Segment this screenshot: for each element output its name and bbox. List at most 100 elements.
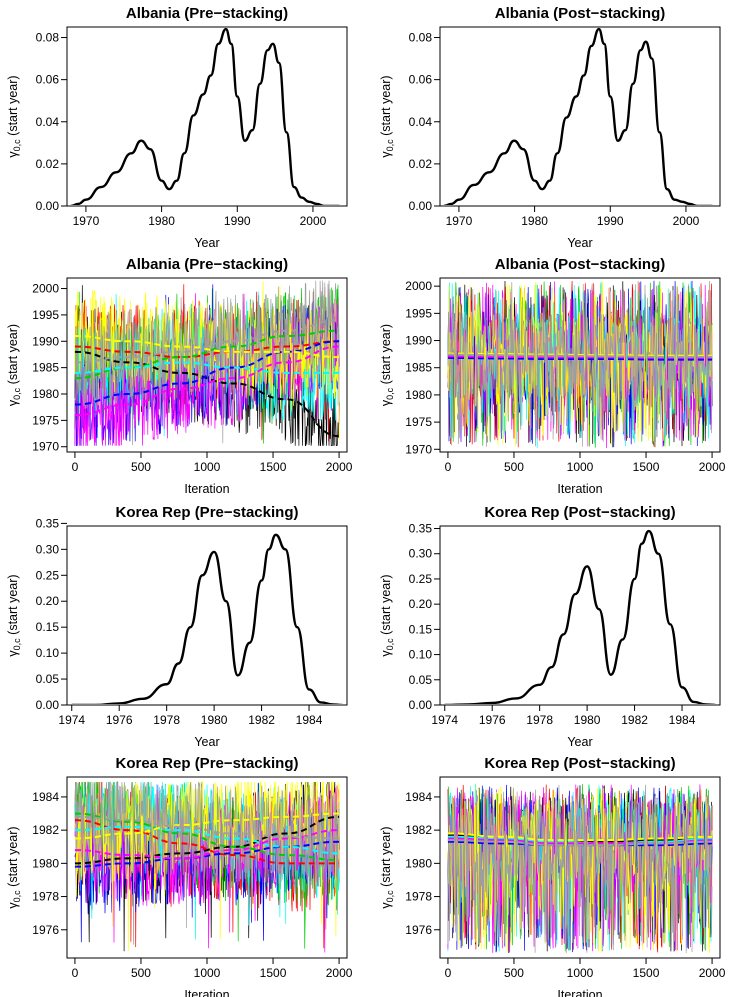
x-tick-label: 1982 <box>621 713 648 727</box>
panel-4: Albania (Post−stacking) 0 500 1000 1500 2000 1… <box>379 256 726 496</box>
x-tick-label: 1970 <box>446 214 473 228</box>
x-tick-label: 1978 <box>153 713 180 727</box>
y-tick-label: 0.20 <box>36 594 60 608</box>
y-tick-label: 0.04 <box>409 115 433 129</box>
x-tick-label: 1500 <box>260 966 287 980</box>
panel-2: Albania (Post−stacking) 1970 1980 1990 2000 0… <box>379 5 721 250</box>
x-tick-label: 1000 <box>567 966 594 980</box>
y-tick-label: 1975 <box>32 413 59 427</box>
plot-area <box>443 28 713 205</box>
y-tick-label: 0.25 <box>36 568 60 582</box>
x-tick-label: 1974 <box>431 713 458 727</box>
x-tick-label: 1000 <box>567 460 594 474</box>
x-tick-label: 500 <box>504 460 524 474</box>
density-line <box>444 529 716 704</box>
trace-series-8 <box>447 784 713 954</box>
panel-3: Albania (Pre−stacking) 0 500 1000 1500 2000 19… <box>6 256 353 496</box>
y-label-symbol: γ <box>379 902 393 909</box>
x-tick-label: 1500 <box>633 460 660 474</box>
y-tick-label: 1990 <box>32 334 59 348</box>
mean-line-4 <box>74 840 340 868</box>
density-line <box>443 28 713 205</box>
y-tick-label: 1976 <box>405 923 432 937</box>
x-axis-label: Year <box>567 735 592 749</box>
y-axis-label: γ0,c (start year) <box>379 324 395 406</box>
chart-title: Albania (Pre−stacking) <box>126 5 288 22</box>
y-label-symbol: γ <box>379 399 393 406</box>
panel-6: Korea Rep (Post−stacking) 1974 1976 1978 198… <box>379 504 721 749</box>
y-label-text: (start year) <box>6 826 20 890</box>
x-tick-label: 0 <box>445 460 452 474</box>
mean-line-2 <box>74 340 340 359</box>
y-label-symbol: γ <box>6 399 20 406</box>
x-tick-label: 1500 <box>260 460 287 474</box>
x-axis-label: Iteration <box>184 988 229 997</box>
mean-line-7 <box>74 812 340 840</box>
y-tick-label: 0.00 <box>36 698 60 712</box>
panel-7: Korea Rep (Pre−stacking) 0 500 1000 1500 2000… <box>6 755 353 997</box>
chart-title: Korea Rep (Pre−stacking) <box>116 504 299 521</box>
y-label-symbol: γ <box>6 151 20 158</box>
y-tick-label: 1990 <box>405 334 432 348</box>
y-label-symbol: γ <box>379 151 393 158</box>
mean-line-5 <box>74 825 340 855</box>
chart-title: Albania (Pre−stacking) <box>126 256 288 273</box>
y-label-subscript: 0,c <box>385 139 395 152</box>
y-label-subscript: 0,c <box>12 638 22 651</box>
plot-frame <box>66 26 348 207</box>
y-label-text: (start year) <box>379 574 393 638</box>
y-tick-label: 1982 <box>405 823 432 837</box>
chart-title: Albania (Post−stacking) <box>495 256 665 273</box>
y-tick-label: 0.20 <box>409 597 433 611</box>
y-tick-label: 0.30 <box>36 542 60 556</box>
y-tick-label: 0.05 <box>409 673 433 687</box>
mean-line-8 <box>74 319 340 364</box>
y-tick-label: 2000 <box>32 282 59 296</box>
y-tick-label: 0.30 <box>409 547 433 561</box>
mean-line-3 <box>74 812 340 862</box>
x-tick-label: 2000 <box>326 460 353 474</box>
y-tick-label: 1980 <box>405 856 432 870</box>
plot-area <box>444 529 716 704</box>
x-tick-label: 1990 <box>224 214 251 228</box>
x-tick-label: 500 <box>504 966 524 980</box>
x-tick-label: 1984 <box>669 713 696 727</box>
mean-line-8 <box>447 839 713 847</box>
plot-area <box>447 280 713 449</box>
x-tick-label: 1976 <box>479 713 506 727</box>
x-axis-label: Iteration <box>557 482 602 496</box>
panel-1: Albania (Pre−stacking) 1970 1980 1990 2000 0.… <box>6 5 348 250</box>
x-tick-label: 2000 <box>673 214 700 228</box>
density-line <box>71 533 343 704</box>
x-tick-label: 2000 <box>699 966 726 980</box>
mean-line-2 <box>74 819 340 865</box>
y-label-subscript: 0,c <box>385 387 395 400</box>
y-tick-label: 1980 <box>405 388 432 402</box>
y-label-text: (start year) <box>6 75 20 139</box>
y-label-text: (start year) <box>379 75 393 139</box>
mean-line-7 <box>447 352 713 357</box>
x-tick-label: 2000 <box>699 460 726 474</box>
x-tick-label: 1974 <box>58 713 85 727</box>
y-tick-label: 1980 <box>32 856 59 870</box>
y-label-symbol: γ <box>379 650 393 657</box>
plot-frame <box>66 525 348 706</box>
y-tick-label: 0.02 <box>36 157 60 171</box>
x-axis-label: Year <box>194 735 219 749</box>
mean-line-6 <box>447 837 713 845</box>
y-label-text: (start year) <box>379 324 393 388</box>
x-tick-label: 0 <box>445 966 452 980</box>
density-line <box>70 28 340 205</box>
y-label-text: (start year) <box>6 574 20 638</box>
y-tick-label: 0.35 <box>409 522 433 536</box>
y-tick-label: 1985 <box>405 361 432 375</box>
x-tick-label: 1976 <box>106 713 133 727</box>
plot-area <box>447 783 713 954</box>
plot-area <box>70 28 340 205</box>
y-tick-label: 1995 <box>32 308 59 322</box>
y-tick-label: 0.10 <box>36 646 60 660</box>
y-tick-label: 0.15 <box>36 620 60 634</box>
y-label-text: (start year) <box>6 324 20 388</box>
x-tick-label: 1982 <box>248 713 275 727</box>
trace-series-6 <box>74 293 340 446</box>
